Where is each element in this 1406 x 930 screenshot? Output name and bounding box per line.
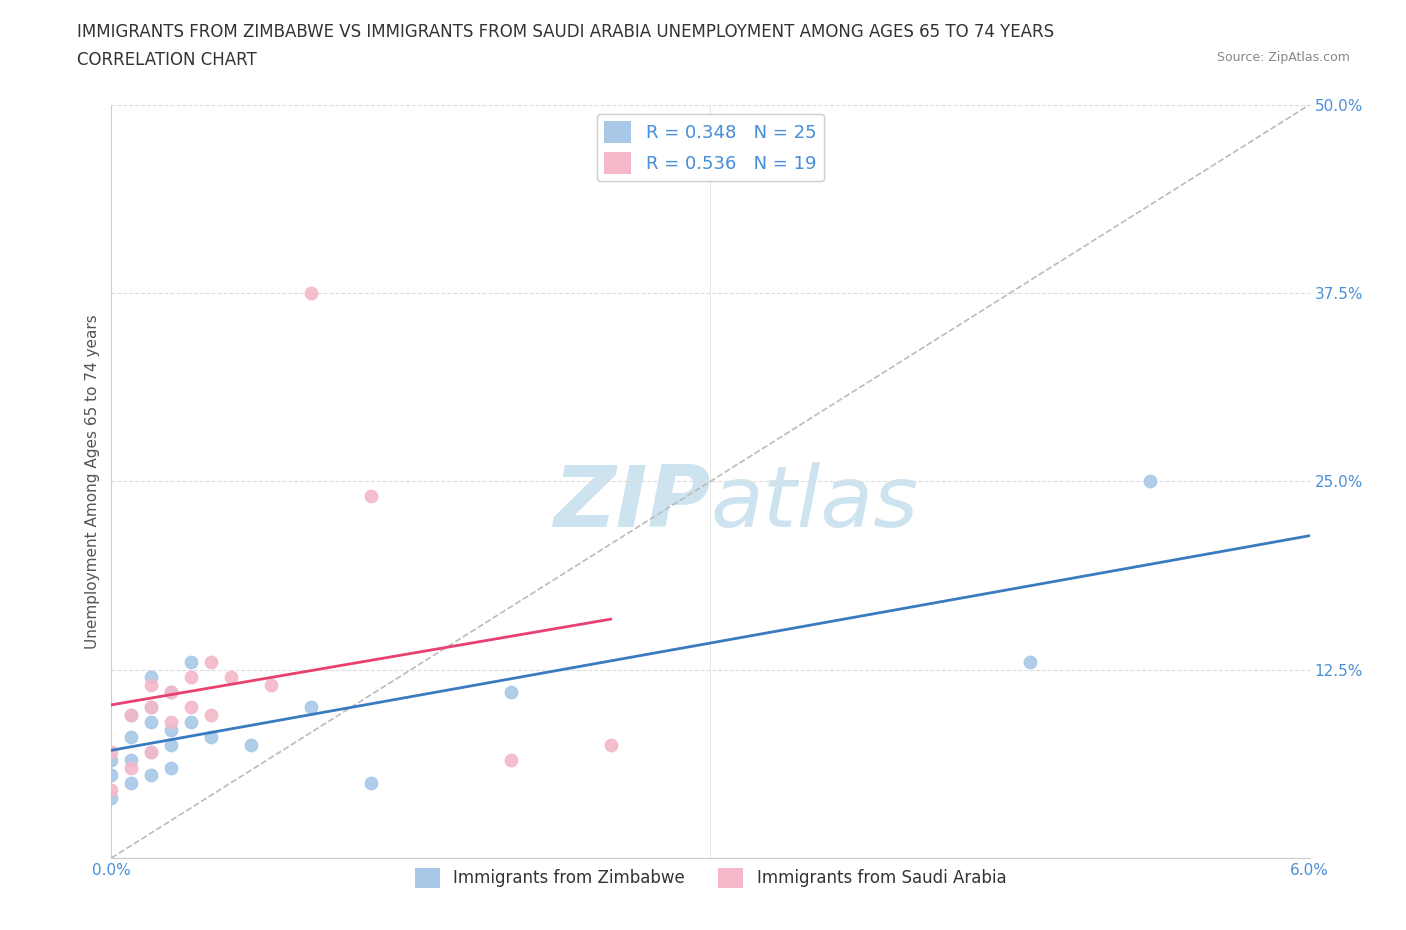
Point <box>200 730 222 745</box>
Point <box>120 730 142 745</box>
Point <box>160 684 183 699</box>
Point <box>499 752 522 767</box>
Point <box>160 723 183 737</box>
Point <box>141 745 163 760</box>
Point <box>180 655 202 670</box>
Text: ZIP: ZIP <box>553 462 710 545</box>
Point <box>1139 474 1161 489</box>
Point <box>299 700 322 715</box>
Point <box>141 670 163 684</box>
Point <box>599 737 621 752</box>
Point <box>160 737 183 752</box>
Point <box>100 790 122 805</box>
Point <box>180 715 202 730</box>
Point <box>120 708 142 723</box>
Text: Source: ZipAtlas.com: Source: ZipAtlas.com <box>1216 51 1350 64</box>
Point <box>360 489 382 504</box>
Point <box>160 684 183 699</box>
Point <box>141 745 163 760</box>
Point <box>120 752 142 767</box>
Point <box>120 776 142 790</box>
Text: CORRELATION CHART: CORRELATION CHART <box>77 51 257 69</box>
Point <box>141 677 163 692</box>
Point <box>141 700 163 715</box>
Point <box>141 767 163 782</box>
Point <box>219 670 242 684</box>
Point <box>141 715 163 730</box>
Point <box>299 286 322 300</box>
Point <box>100 783 122 798</box>
Point <box>499 684 522 699</box>
Point <box>100 745 122 760</box>
Point <box>160 760 183 775</box>
Point <box>200 708 222 723</box>
Point <box>260 677 283 692</box>
Point <box>100 767 122 782</box>
Point <box>240 737 263 752</box>
Text: IMMIGRANTS FROM ZIMBABWE VS IMMIGRANTS FROM SAUDI ARABIA UNEMPLOYMENT AMONG AGES: IMMIGRANTS FROM ZIMBABWE VS IMMIGRANTS F… <box>77 23 1054 41</box>
Point <box>120 760 142 775</box>
Legend: R = 0.348   N = 25, R = 0.536   N = 19: R = 0.348 N = 25, R = 0.536 N = 19 <box>598 113 824 181</box>
Point <box>160 715 183 730</box>
Point <box>180 670 202 684</box>
Text: atlas: atlas <box>710 462 918 545</box>
Point <box>120 708 142 723</box>
Y-axis label: Unemployment Among Ages 65 to 74 years: Unemployment Among Ages 65 to 74 years <box>86 314 100 649</box>
Point <box>360 776 382 790</box>
Point <box>180 700 202 715</box>
Point <box>1019 655 1042 670</box>
Point <box>141 700 163 715</box>
Point <box>200 655 222 670</box>
Point <box>100 752 122 767</box>
